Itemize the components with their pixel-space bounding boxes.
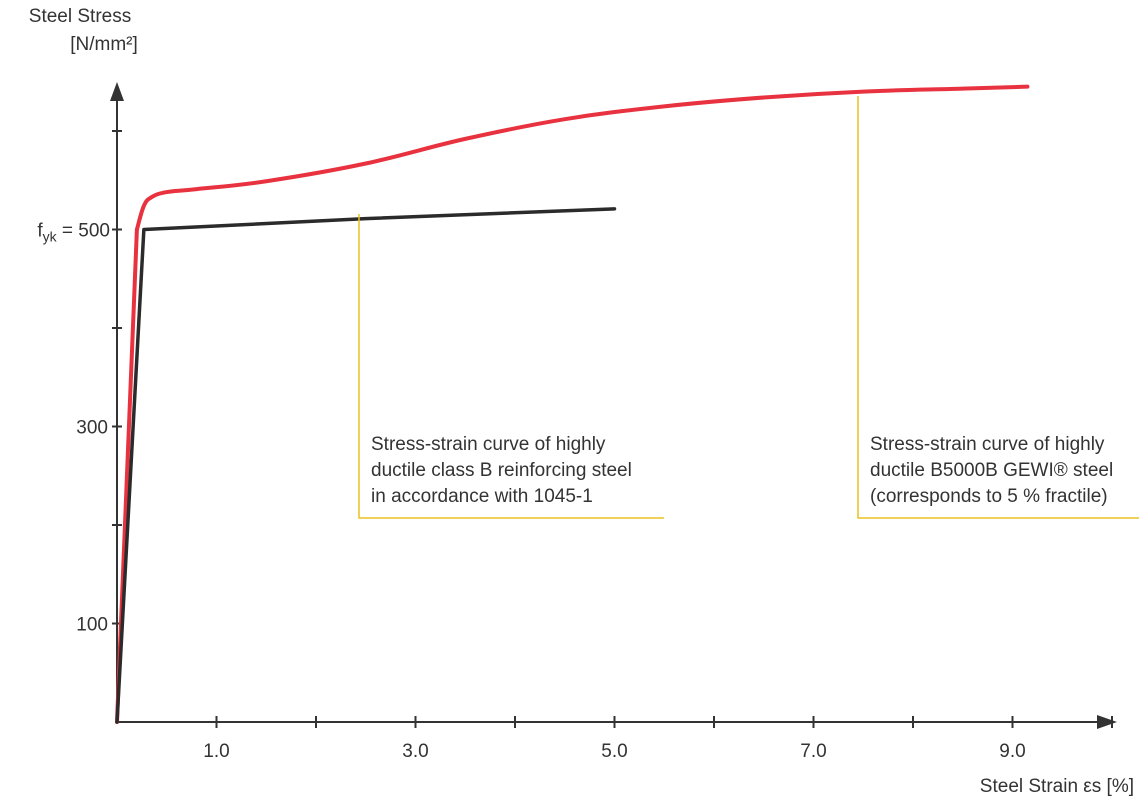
y-ticks: 100 300 <box>76 130 122 636</box>
x-tick-label-1.0: 1.0 <box>203 741 229 762</box>
y-axis-label-line2: [N/mm²] <box>70 34 138 55</box>
annotation-pointer-gewi <box>857 96 1139 519</box>
annotation-pointer-class-b <box>358 214 664 519</box>
series-line-class-b <box>115 207 617 724</box>
x-tick-label-9.0: 9.0 <box>999 741 1025 762</box>
series-group <box>115 84 1030 724</box>
y-tick-label-fyk: fyk = 500 <box>37 221 110 245</box>
y-axis-label-line1: Steel Stress <box>29 6 131 27</box>
annotation-class-b-line2: ductile class B reinforcing steel <box>371 460 632 481</box>
annotation-gewi-line2: ductile B5000B GEWI® steel <box>870 460 1113 481</box>
series-line-gewi <box>115 84 1030 724</box>
annotation-gewi-line3: (corresponds to 5 % fractile) <box>870 486 1108 507</box>
x-ticks: 1.0 3.0 5.0 7.0 9.0 <box>203 716 1113 762</box>
x-tick-label-7.0: 7.0 <box>800 741 826 762</box>
y-tick-label-300: 300 <box>76 418 108 439</box>
y-axis-arrow <box>110 82 124 101</box>
annotation-gewi-line1: Stress-strain curve of highly <box>870 434 1105 455</box>
x-tick-label-3.0: 3.0 <box>402 741 428 762</box>
x-tick-label-5.0: 5.0 <box>601 741 627 762</box>
y-tick-label-100: 100 <box>76 615 108 636</box>
annotation-class-b-line3: in accordance with 1045-1 <box>371 486 593 507</box>
x-axis-arrow <box>1097 715 1117 729</box>
annotation-class-b-line1: Stress-strain curve of highly <box>371 434 606 455</box>
x-axis-label: Steel Strain εs [%] <box>980 776 1134 797</box>
